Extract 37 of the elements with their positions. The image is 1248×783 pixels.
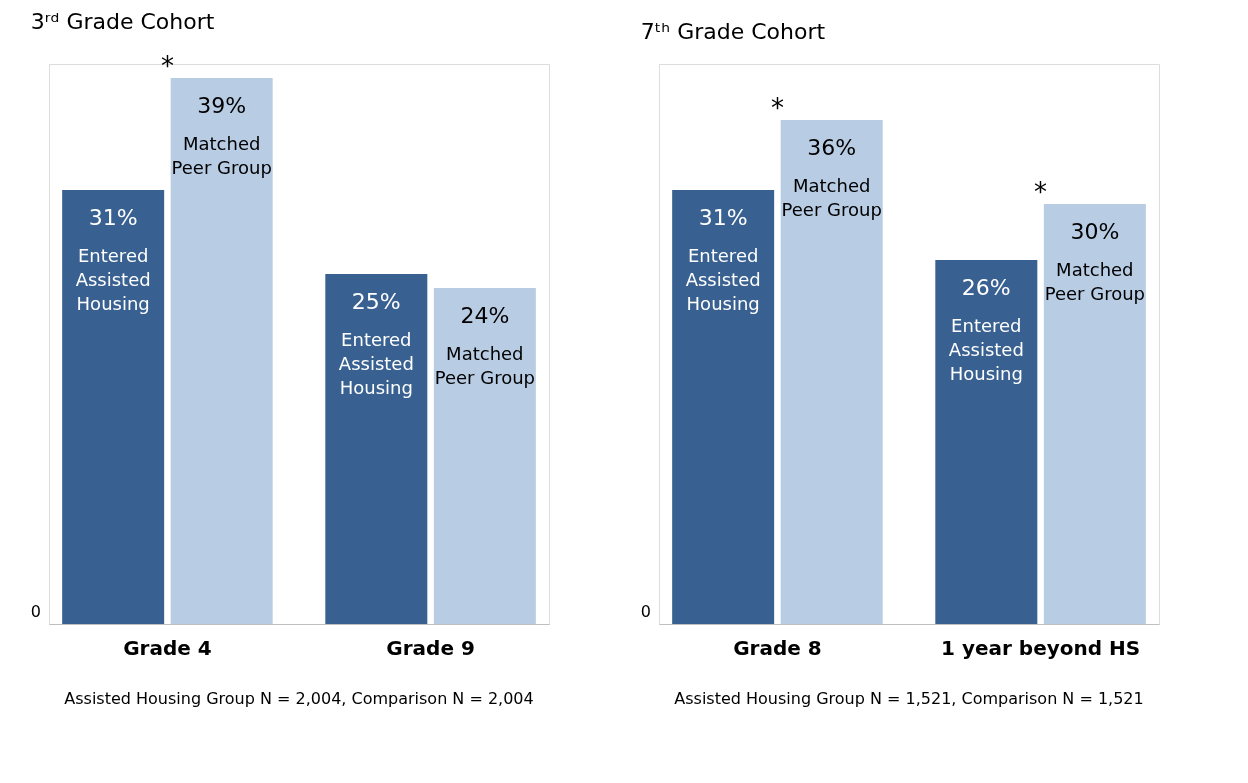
bar bbox=[672, 190, 775, 624]
bar bbox=[325, 274, 428, 624]
text: Entered Assisted Housing bbox=[685, 245, 761, 314]
chart-title: 3ʳᵈ Grade Cohort bbox=[30, 9, 215, 34]
text: 0 bbox=[30, 602, 41, 621]
data-label: 26% bbox=[961, 275, 1011, 300]
text: Assisted Housing Group N = 2,004, Comparison N = 2,004 bbox=[64, 689, 534, 708]
data-label: 39% bbox=[197, 93, 247, 118]
x-tick-label: Grade 4 bbox=[123, 635, 212, 660]
data-label: 25% bbox=[351, 289, 401, 314]
x-tick-label: 1 year beyond HS bbox=[941, 635, 1141, 660]
x-tick-label: Grade 9 bbox=[386, 635, 475, 660]
bar bbox=[935, 260, 1038, 624]
text: Assisted Housing Group N = 1,521, Comparison N = 1,521 bbox=[674, 689, 1144, 708]
data-label: 24% bbox=[460, 303, 510, 328]
series-label: Matched Peer Group bbox=[781, 175, 882, 220]
annotation: * bbox=[160, 51, 174, 81]
chart-title: 7ᵗʰ Grade Cohort bbox=[640, 19, 826, 44]
data-label: 36% bbox=[807, 135, 857, 160]
data-label: 30% bbox=[1070, 219, 1120, 244]
bar bbox=[170, 78, 273, 624]
bar bbox=[433, 288, 536, 624]
series-label: Entered Assisted Housing bbox=[75, 245, 151, 314]
bar bbox=[62, 190, 165, 624]
text: Matched Peer Group bbox=[1044, 259, 1145, 304]
text: 0 bbox=[640, 602, 651, 621]
series-label: Entered Assisted Housing bbox=[948, 315, 1024, 384]
series-label: Matched Peer Group bbox=[171, 133, 272, 178]
text: Entered Assisted Housing bbox=[338, 329, 414, 398]
annotation: * bbox=[1034, 177, 1048, 207]
bar bbox=[780, 120, 883, 624]
data-label: 31% bbox=[88, 205, 138, 230]
bar bbox=[1043, 204, 1146, 624]
data-label: 31% bbox=[698, 205, 748, 230]
annotation: * bbox=[770, 93, 784, 123]
text: Matched Peer Group bbox=[434, 343, 535, 388]
x-tick-label: Grade 8 bbox=[733, 635, 822, 660]
